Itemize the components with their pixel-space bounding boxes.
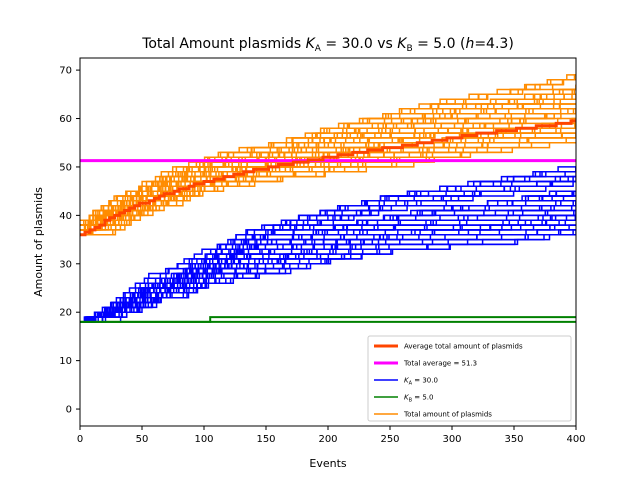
total-run-line bbox=[80, 108, 576, 231]
average-total-line bbox=[80, 119, 576, 237]
total-run-line bbox=[80, 108, 576, 231]
x-tick-label: 350 bbox=[504, 434, 523, 445]
legend-label: Total amount of plasmids bbox=[403, 411, 492, 419]
ka-run-line bbox=[80, 166, 576, 323]
legend-label: KA = 30.0 bbox=[404, 377, 438, 387]
total-run-line bbox=[80, 118, 576, 231]
total-run-line bbox=[80, 103, 576, 226]
x-tick-label: 250 bbox=[380, 434, 399, 445]
x-axis-label: Events bbox=[309, 457, 347, 470]
total-run-line bbox=[80, 108, 576, 231]
ka-run-line bbox=[80, 224, 576, 323]
y-tick-label: 40 bbox=[59, 211, 72, 222]
chart-title: Total Amount plasmids KA = 30.0 vs KB = … bbox=[141, 36, 514, 54]
legend-label: Average total amount of plasmids bbox=[404, 343, 523, 351]
total-run-line bbox=[80, 117, 576, 231]
x-tick-label: 400 bbox=[566, 434, 585, 445]
y-axis: 0 10 20 30 40 50 60 70 bbox=[59, 66, 80, 416]
legend-label: KB = 5.0 bbox=[404, 394, 433, 404]
ka-run-line bbox=[80, 229, 576, 323]
y-axis-label: Amount of plasmids bbox=[32, 187, 45, 297]
x-tick-label: 100 bbox=[194, 434, 213, 445]
y-tick-label: 0 bbox=[66, 405, 72, 416]
x-tick-label: 50 bbox=[136, 434, 149, 445]
legend-box bbox=[367, 335, 572, 422]
legend: Average total amount of plasmids Total av… bbox=[367, 335, 572, 422]
ka-run-line bbox=[80, 204, 576, 323]
x-axis: 0 50 100 150 200 250 300 350 400 bbox=[77, 426, 586, 445]
total-run-line bbox=[80, 108, 576, 231]
total-run-line bbox=[80, 127, 576, 236]
total-run-line bbox=[80, 103, 576, 226]
y-tick-label: 30 bbox=[59, 259, 72, 270]
x-tick-label: 0 bbox=[77, 434, 83, 445]
y-tick-label: 60 bbox=[59, 114, 72, 125]
total-run-line bbox=[80, 79, 576, 221]
x-tick-label: 200 bbox=[318, 434, 337, 445]
legend-label: Total average = 51.3 bbox=[403, 360, 477, 368]
y-tick-label: 70 bbox=[59, 66, 72, 77]
total-run-line bbox=[80, 108, 576, 231]
y-tick-label: 10 bbox=[59, 356, 72, 367]
total-run-line bbox=[80, 103, 576, 226]
x-tick-label: 300 bbox=[442, 434, 461, 445]
x-tick-label: 150 bbox=[256, 434, 275, 445]
plot-area bbox=[80, 74, 576, 323]
y-tick-label: 20 bbox=[59, 308, 72, 319]
y-tick-label: 50 bbox=[59, 162, 72, 173]
ka-run-line bbox=[80, 204, 576, 323]
total-run-line bbox=[80, 117, 576, 231]
